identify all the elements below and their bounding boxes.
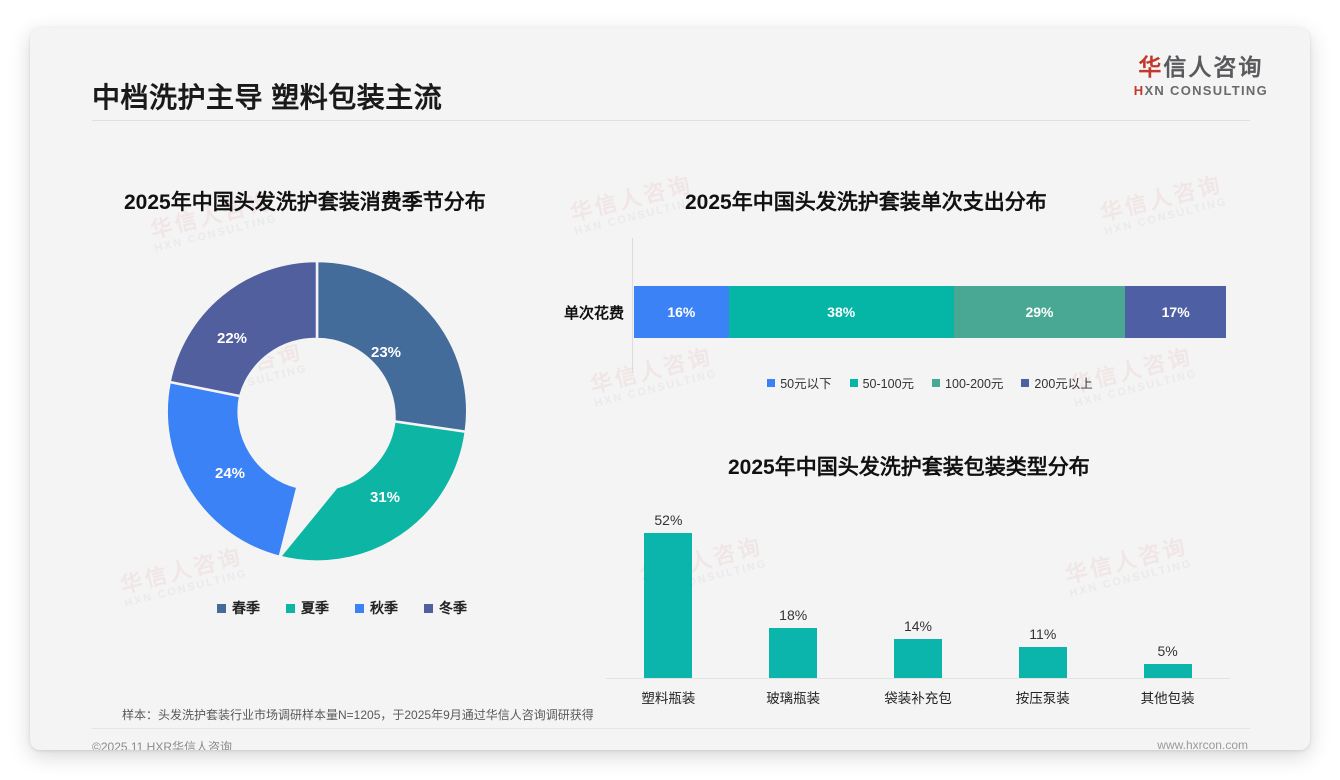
stacked-segment-50-100[interactable]: 38% — [728, 286, 954, 338]
company-logo: 华信人咨询 HXN CONSULTING — [1134, 56, 1268, 98]
bar-column-pump[interactable]: 11% — [980, 498, 1105, 678]
legend-swatch-icon — [424, 603, 433, 613]
bar-category-refill-pouch: 袋装补充包 — [884, 691, 952, 706]
legend-swatch-icon — [932, 378, 941, 387]
legend-item-autumn[interactable]: 秋季 — [355, 598, 398, 618]
legend-swatch-icon — [767, 378, 776, 387]
season-distribution-chart: 2025年中国头发洗护套装消费季节分布 23% 31% 24% 22% — [92, 168, 592, 668]
donut-value-winter: 22% — [217, 330, 247, 347]
legend-item-under-50[interactable]: 50元以下 — [767, 373, 832, 392]
stacked-bar: 16% 38% 29% 17% — [634, 286, 1226, 338]
stacked-segment-value: 38% — [827, 304, 856, 320]
bar-category-glass: 玻璃瓶装 — [766, 691, 821, 706]
logo-cn-rest: 信人咨询 — [1163, 54, 1264, 80]
stacked-segment-value: 17% — [1161, 304, 1190, 320]
donut-slice-summer[interactable] — [277, 419, 468, 563]
logo-en-highlight: H — [1133, 83, 1145, 98]
logo-chinese-text: 华信人咨询 — [1134, 56, 1268, 79]
legend-label-winter: 冬季 — [439, 600, 467, 616]
legend-label-over-200: 200元以上 — [1034, 377, 1093, 391]
bar-column-refill-pouch[interactable]: 14% — [856, 498, 981, 678]
slide-card: 华信人咨询 HXN CONSULTING 华信人咨询 HXN CONSULTIN… — [30, 28, 1310, 750]
bar-chart-category-axis: 塑料瓶装 玻璃瓶装 袋装补充包 按压泵装 其他包装 — [606, 687, 1230, 707]
donut-slice-spring[interactable] — [315, 259, 469, 434]
legend-swatch-icon — [355, 603, 364, 613]
legend-item-spring[interactable]: 春季 — [217, 598, 260, 618]
legend-label-50-100: 50-100元 — [862, 377, 915, 391]
bar-column-plastic[interactable]: 52% — [606, 498, 731, 678]
spend-distribution-chart: 2025年中国头发洗护套装单次支出分布 单次花费 16% 38% 29% 17%… — [564, 168, 1250, 418]
legend-item-over-200[interactable]: 200元以上 — [1021, 373, 1093, 392]
legend-label-summer: 夏季 — [301, 600, 329, 616]
packaging-type-chart: 2025年中国头发洗护套装包装类型分布 52% 18% 14% 11% 5% — [606, 443, 1250, 706]
sample-footnote: 样本：头发洗护套装行业市场调研样本量N=1205，于2025年9月通过华信人咨询… — [122, 708, 594, 722]
donut-svg: 23% 31% 24% 22% — [165, 259, 469, 563]
bar-chart-baseline — [606, 678, 1230, 679]
legend-label-autumn: 秋季 — [370, 600, 398, 616]
donut-chart-area: 23% 31% 24% 22% — [152, 246, 532, 576]
bar-value-label: 11% — [1029, 626, 1057, 642]
stacked-segment-under-50[interactable]: 16% — [634, 286, 729, 338]
donut-value-spring: 23% — [371, 344, 401, 361]
chart-title-packaging: 2025年中国头发洗护套装包装类型分布 — [728, 456, 1090, 479]
slide-footer: ©2025.11 HXR华信人咨询 www.hxrcon.com — [30, 728, 1310, 750]
donut-value-summer: 31% — [370, 489, 400, 506]
bar-category-plastic: 塑料瓶装 — [641, 691, 696, 706]
footer-website[interactable]: www.hxrcon.com — [1157, 738, 1248, 750]
legend-item-100-200[interactable]: 100-200元 — [932, 373, 1003, 392]
bar-chart-plot-area: 52% 18% 14% 11% 5% — [606, 498, 1230, 678]
bar-category-other: 其他包装 — [1140, 691, 1195, 706]
bar-value-label: 5% — [1157, 643, 1178, 659]
logo-english-text: HXN CONSULTING — [1134, 84, 1268, 97]
bar-value-label: 52% — [654, 512, 683, 528]
bar-value-label: 14% — [903, 618, 932, 634]
season-legend: 春季 夏季 秋季 冬季 — [92, 598, 592, 618]
legend-label-under-50: 50元以下 — [780, 377, 832, 391]
legend-swatch-icon — [217, 603, 226, 613]
legend-item-50-100[interactable]: 50-100元 — [849, 373, 915, 392]
bar-column-glass[interactable]: 18% — [731, 498, 856, 678]
legend-label-spring: 春季 — [232, 600, 260, 616]
donut-value-autumn: 24% — [215, 465, 245, 482]
legend-item-winter[interactable]: 冬季 — [424, 598, 467, 618]
bar-rect[interactable] — [1143, 664, 1192, 678]
stacked-segment-over-200[interactable]: 17% — [1125, 286, 1226, 338]
stacked-bar-axis — [632, 238, 633, 373]
logo-en-rest: XN CONSULTING — [1144, 83, 1268, 98]
bar-value-label: 18% — [779, 607, 808, 623]
footer-copyright: ©2025.11 HXR华信人咨询 — [92, 740, 232, 750]
logo-cn-highlight: 华 — [1138, 54, 1164, 80]
bar-column-other[interactable]: 5% — [1105, 498, 1230, 678]
legend-swatch-icon — [1021, 378, 1030, 387]
bar-category-pump: 按压泵装 — [1015, 691, 1070, 706]
legend-label-100-200: 100-200元 — [945, 377, 1004, 391]
footer-divider — [92, 728, 1250, 729]
donut-slice-winter[interactable] — [168, 259, 319, 398]
chart-title-season: 2025年中国头发洗护套装消费季节分布 — [124, 191, 486, 214]
stacked-segment-value: 29% — [1025, 304, 1054, 320]
chart-title-spend: 2025年中国头发洗护套装单次支出分布 — [685, 191, 1047, 214]
stacked-segment-100-200[interactable]: 29% — [953, 286, 1126, 338]
slide-header: 中档洗护主导 塑料包装主流 华信人咨询 HXN CONSULTING — [30, 28, 1310, 120]
stacked-bar-row-label: 单次花费 — [563, 304, 624, 322]
spend-legend: 50元以下 50-100元 100-200元 200元以上 — [630, 373, 1230, 392]
bar-rect[interactable] — [644, 533, 693, 678]
stacked-segment-value: 16% — [667, 304, 696, 320]
donut-slice-autumn[interactable] — [165, 380, 299, 559]
bar-rect[interactable] — [893, 639, 942, 678]
header-divider — [92, 120, 1250, 121]
bar-rect[interactable] — [1018, 647, 1067, 678]
page-title: 中档洗护主导 塑料包装主流 — [92, 82, 443, 113]
legend-swatch-icon — [849, 378, 858, 387]
legend-item-summer[interactable]: 夏季 — [286, 598, 329, 618]
legend-swatch-icon — [286, 603, 295, 613]
bar-rect[interactable] — [769, 628, 818, 678]
